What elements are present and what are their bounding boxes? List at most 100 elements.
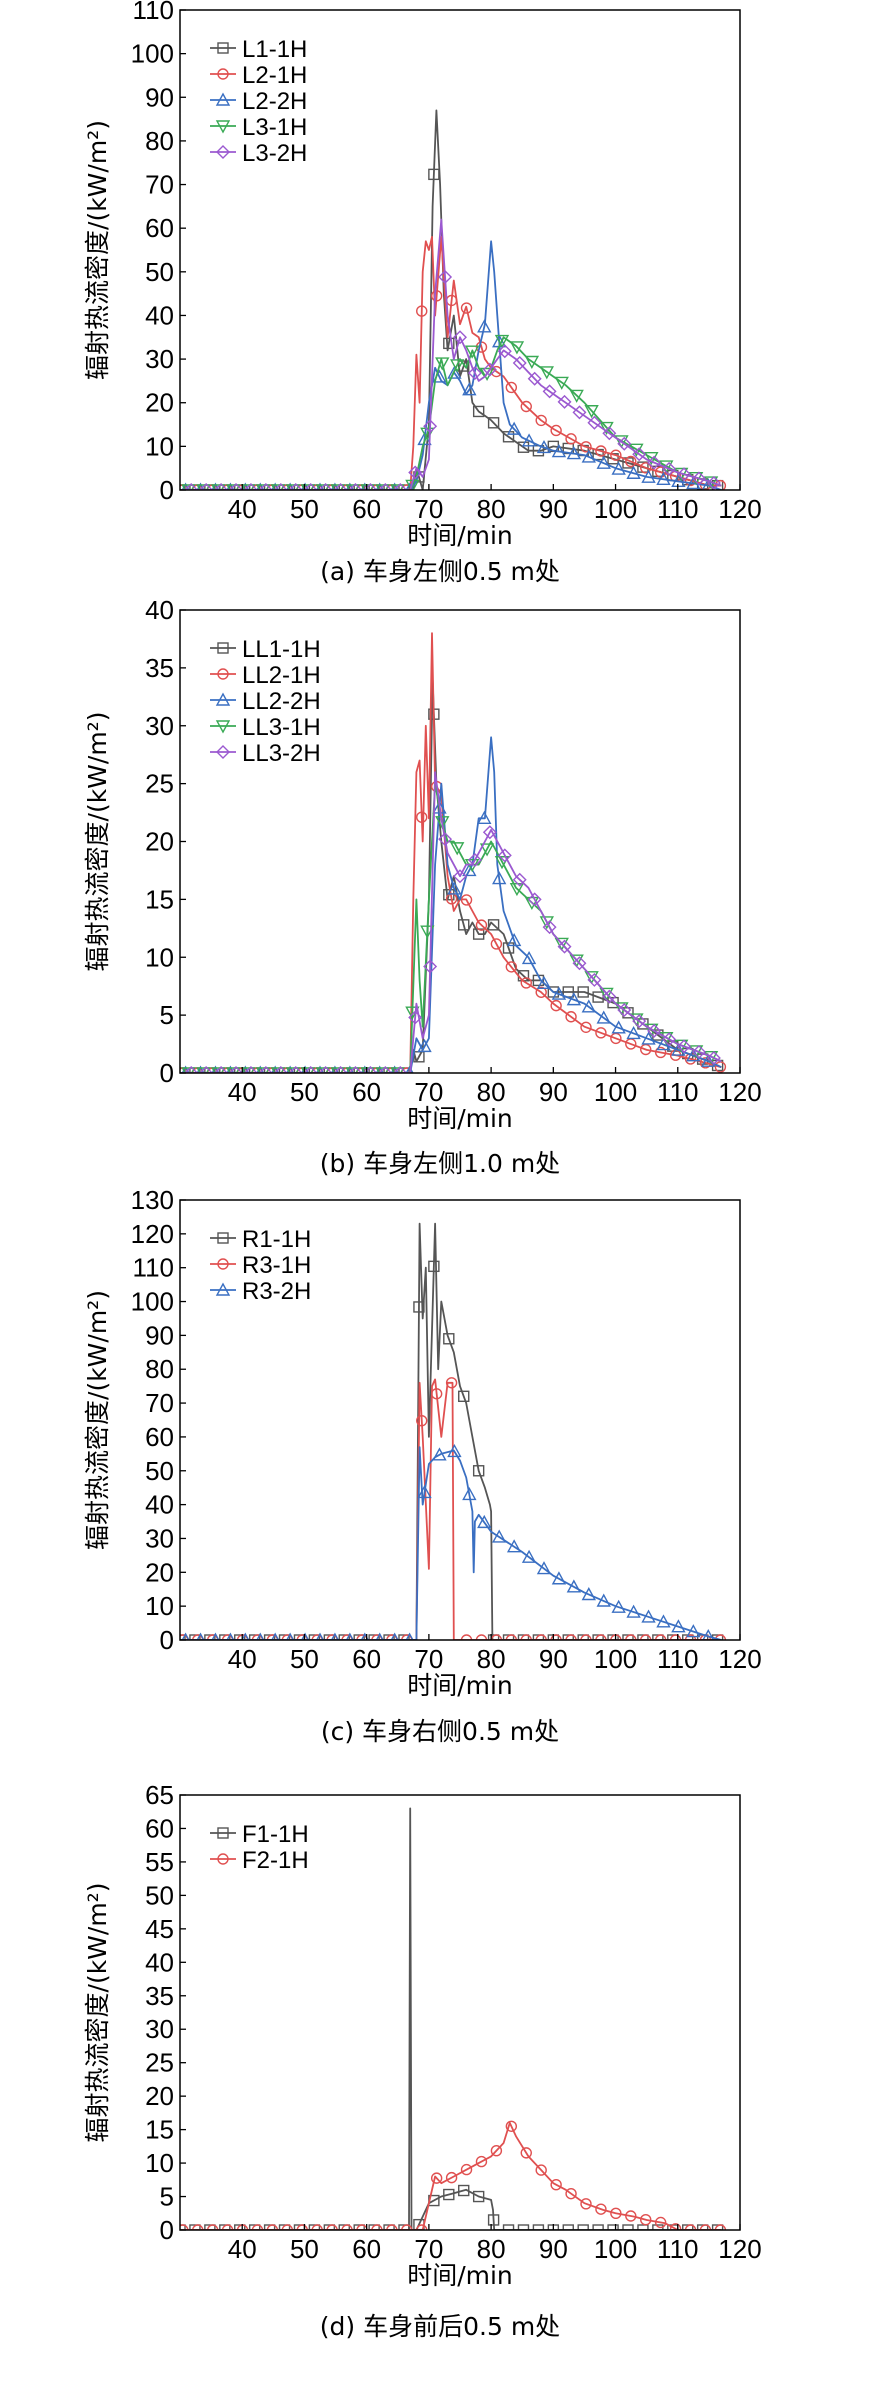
x-tick-label: 90: [539, 1077, 568, 1107]
data-point-L2-2H: [596, 455, 611, 469]
data-point-L2-2H: [521, 433, 537, 447]
data-point-R3-1H: [550, 1634, 562, 1640]
data-point-LL3-2H: [497, 848, 512, 863]
data-point-F1-1H: [607, 2224, 619, 2230]
data-point-F2-1H: [475, 2155, 488, 2168]
series-line-R3-1H: [180, 1378, 722, 1640]
data-point-LL2-1H: [520, 977, 532, 989]
y-tick-label: 35: [145, 1981, 174, 2011]
data-point-R1-1H: [502, 1634, 515, 1640]
data-point-L2-1H: [625, 455, 637, 468]
data-point-R3-2H: [581, 1587, 596, 1601]
data-point-R3-1H: [625, 1634, 637, 1640]
data-point-L3-1H: [360, 484, 375, 490]
data-point-F2-1H: [565, 2187, 577, 2200]
data-point-R3-1H: [281, 1634, 294, 1640]
data-point-R3-1H: [192, 1634, 204, 1640]
data-point-LL2-2H: [566, 992, 582, 1006]
data-point-F1-1H: [323, 2224, 336, 2230]
data-point-F2-1H: [401, 2224, 413, 2230]
data-point-R3-1H: [401, 1634, 413, 1640]
y-tick-label: 50: [145, 1456, 174, 1486]
data-point-R1-1H: [458, 1390, 470, 1403]
data-point-R1-1H: [413, 1301, 425, 1313]
legend-marker: [217, 1232, 229, 1244]
y-axis-label: 辐射热流密度/(kW/m²): [83, 712, 112, 972]
data-point-F1-1H: [517, 2224, 530, 2230]
data-point-LL3-2H: [453, 869, 467, 884]
legend-label: R3-2H: [242, 1278, 311, 1305]
series-line-L1-1H: [180, 109, 722, 490]
data-point-L3-1H: [211, 484, 226, 490]
data-point-L2-2H: [462, 382, 477, 396]
data-point-LL3-1H: [285, 1067, 301, 1073]
data-point-L3-1H: [300, 484, 316, 490]
x-tick-label: 90: [539, 2234, 568, 2264]
plot-frame: [179, 9, 741, 491]
data-point-R1-1H: [189, 1634, 201, 1640]
data-point-F1-1H: [711, 2224, 724, 2230]
data-point-F1-1H: [562, 2224, 574, 2230]
data-point-R3-1H: [221, 1634, 234, 1640]
data-point-LL2-2H: [521, 950, 537, 965]
legend-marker: [215, 692, 231, 706]
data-point-LL3-1H: [270, 1067, 286, 1073]
y-tick-label: 10: [145, 2148, 174, 2178]
y-tick-label: 80: [145, 1354, 174, 1384]
data-point-L3-2H: [602, 426, 617, 441]
y-tick-label: 20: [145, 1557, 174, 1587]
data-point-LL3-1H: [196, 1067, 211, 1073]
data-point-L2-1H: [550, 424, 562, 437]
data-point-L3-2H: [333, 483, 348, 490]
data-point-LL3-1H: [450, 842, 465, 856]
data-point-R1-1H: [517, 1634, 530, 1640]
series-line-F2-1H: [180, 2121, 722, 2230]
data-point-F2-1H: [326, 2224, 338, 2230]
data-point-LL3-2H: [273, 1066, 288, 1073]
chart-caption: (a) 车身左侧0.5 m处: [320, 557, 560, 586]
y-tick-label: 45: [145, 1914, 174, 1944]
data-point-LL2-1H: [505, 961, 518, 973]
data-point-F1-1H: [293, 2224, 306, 2230]
data-point-LL3-1H: [330, 1067, 345, 1073]
x-tick-label: 100: [594, 1077, 637, 1107]
data-point-L3-1H: [270, 484, 286, 490]
data-point-L1-1H: [458, 360, 470, 372]
data-point-LL3-1H: [494, 856, 510, 870]
data-point-L2-1H: [640, 462, 652, 474]
data-point-L3-2H: [497, 344, 512, 359]
x-tick-label: 60: [352, 1077, 381, 1107]
data-point-LL2-2H: [506, 933, 522, 947]
data-point-R1-1H: [234, 1634, 246, 1640]
y-tick-label: 70: [145, 170, 174, 200]
data-point-R3-2H: [611, 1599, 626, 1613]
data-point-F2-1H: [445, 2171, 458, 2184]
x-tick-label: 120: [718, 1644, 761, 1674]
data-point-L3-1H: [450, 359, 465, 373]
data-point-LL3-2H: [184, 1066, 199, 1073]
series-line-LL2-1H: [180, 632, 722, 1073]
data-point-L2-1H: [610, 449, 622, 461]
x-tick-label: 60: [352, 2234, 381, 2264]
data-point-L3-1H: [539, 366, 554, 380]
data-point-LL3-1H: [435, 816, 450, 830]
data-point-LL3-1H: [360, 1067, 375, 1073]
data-point-R3-2H: [536, 1561, 552, 1575]
data-point-R3-1H: [595, 1634, 607, 1640]
data-point-LL3-2H: [482, 825, 497, 840]
series-R1-1H: [180, 1222, 724, 1640]
data-point-LL3-2H: [199, 1066, 214, 1073]
y-tick-label: 10: [145, 1591, 174, 1621]
legend-label: LL2-2H: [242, 688, 321, 715]
x-tick-label: 80: [477, 2234, 506, 2264]
data-point-L3-1H: [226, 484, 241, 490]
data-point-F1-1H: [696, 2224, 709, 2230]
data-point-LL2-2H: [536, 975, 552, 989]
data-point-L3-2H: [527, 371, 542, 386]
data-point-LL2-2H: [551, 986, 567, 1000]
x-tick-label: 40: [228, 2234, 257, 2264]
data-point-LL3-2H: [527, 892, 542, 907]
data-point-LL3-2H: [467, 853, 482, 868]
data-point-R1-1H: [472, 1465, 485, 1477]
